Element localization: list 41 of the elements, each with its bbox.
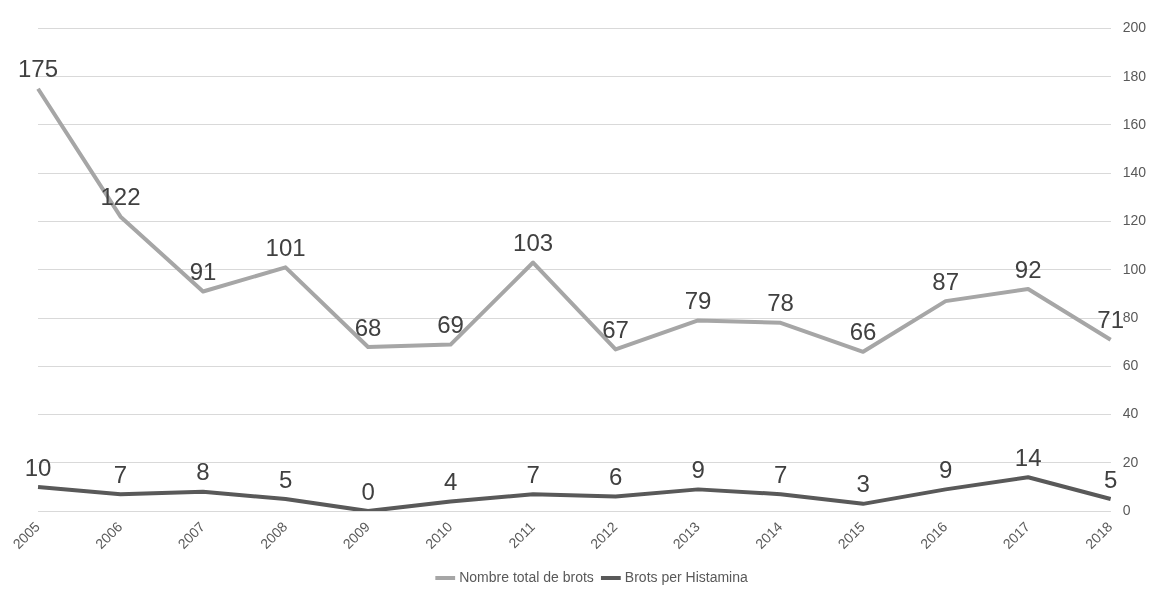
data-label: 7 [773,460,788,488]
y-tick-label: 160 [1122,115,1147,132]
y-tick-label: 40 [1122,405,1139,422]
y-tick-label: 180 [1122,67,1147,84]
data-label: 91 [189,258,217,286]
y-tick-label: 120 [1122,212,1147,229]
data-label: 7 [113,460,128,488]
data-label: 66 [849,318,877,346]
data-label: 103 [513,229,554,257]
data-label: 5 [1103,465,1118,493]
data-label: 101 [265,233,306,261]
data-label: 3 [856,470,870,498]
data-label: 79 [684,287,712,315]
data-label: 67 [602,316,629,344]
data-label: 92 [1014,255,1042,283]
data-label: 69 [437,311,464,339]
data-label: 9 [938,456,953,483]
y-tick-label: 60 [1122,357,1139,374]
data-label: 9 [691,456,705,483]
data-label: 14 [1014,443,1042,471]
data-label: 4 [443,468,458,496]
data-label: 71 [1097,306,1124,334]
data-label: 87 [932,267,959,295]
data-label: 6 [608,463,623,491]
data-label: 175 [18,55,59,83]
y-tick-label: 20 [1122,453,1139,470]
data-label: 7 [526,460,540,488]
y-tick-label: 0 [1122,501,1131,518]
data-label: 78 [767,289,794,317]
data-label: 10 [24,453,52,481]
y-tick-label: 200 [1122,19,1147,36]
legend-label: Nombre total de brots [459,568,594,585]
y-tick-label: 80 [1122,308,1139,325]
data-label: 8 [196,458,210,486]
data-label: 0 [361,477,375,505]
data-label: 5 [278,465,293,493]
y-tick-label: 140 [1122,164,1147,181]
y-tick-label: 100 [1122,260,1147,277]
data-label: 68 [354,313,382,341]
legend-label: Brots per Histamina [624,568,748,585]
data-label: 122 [100,183,141,211]
